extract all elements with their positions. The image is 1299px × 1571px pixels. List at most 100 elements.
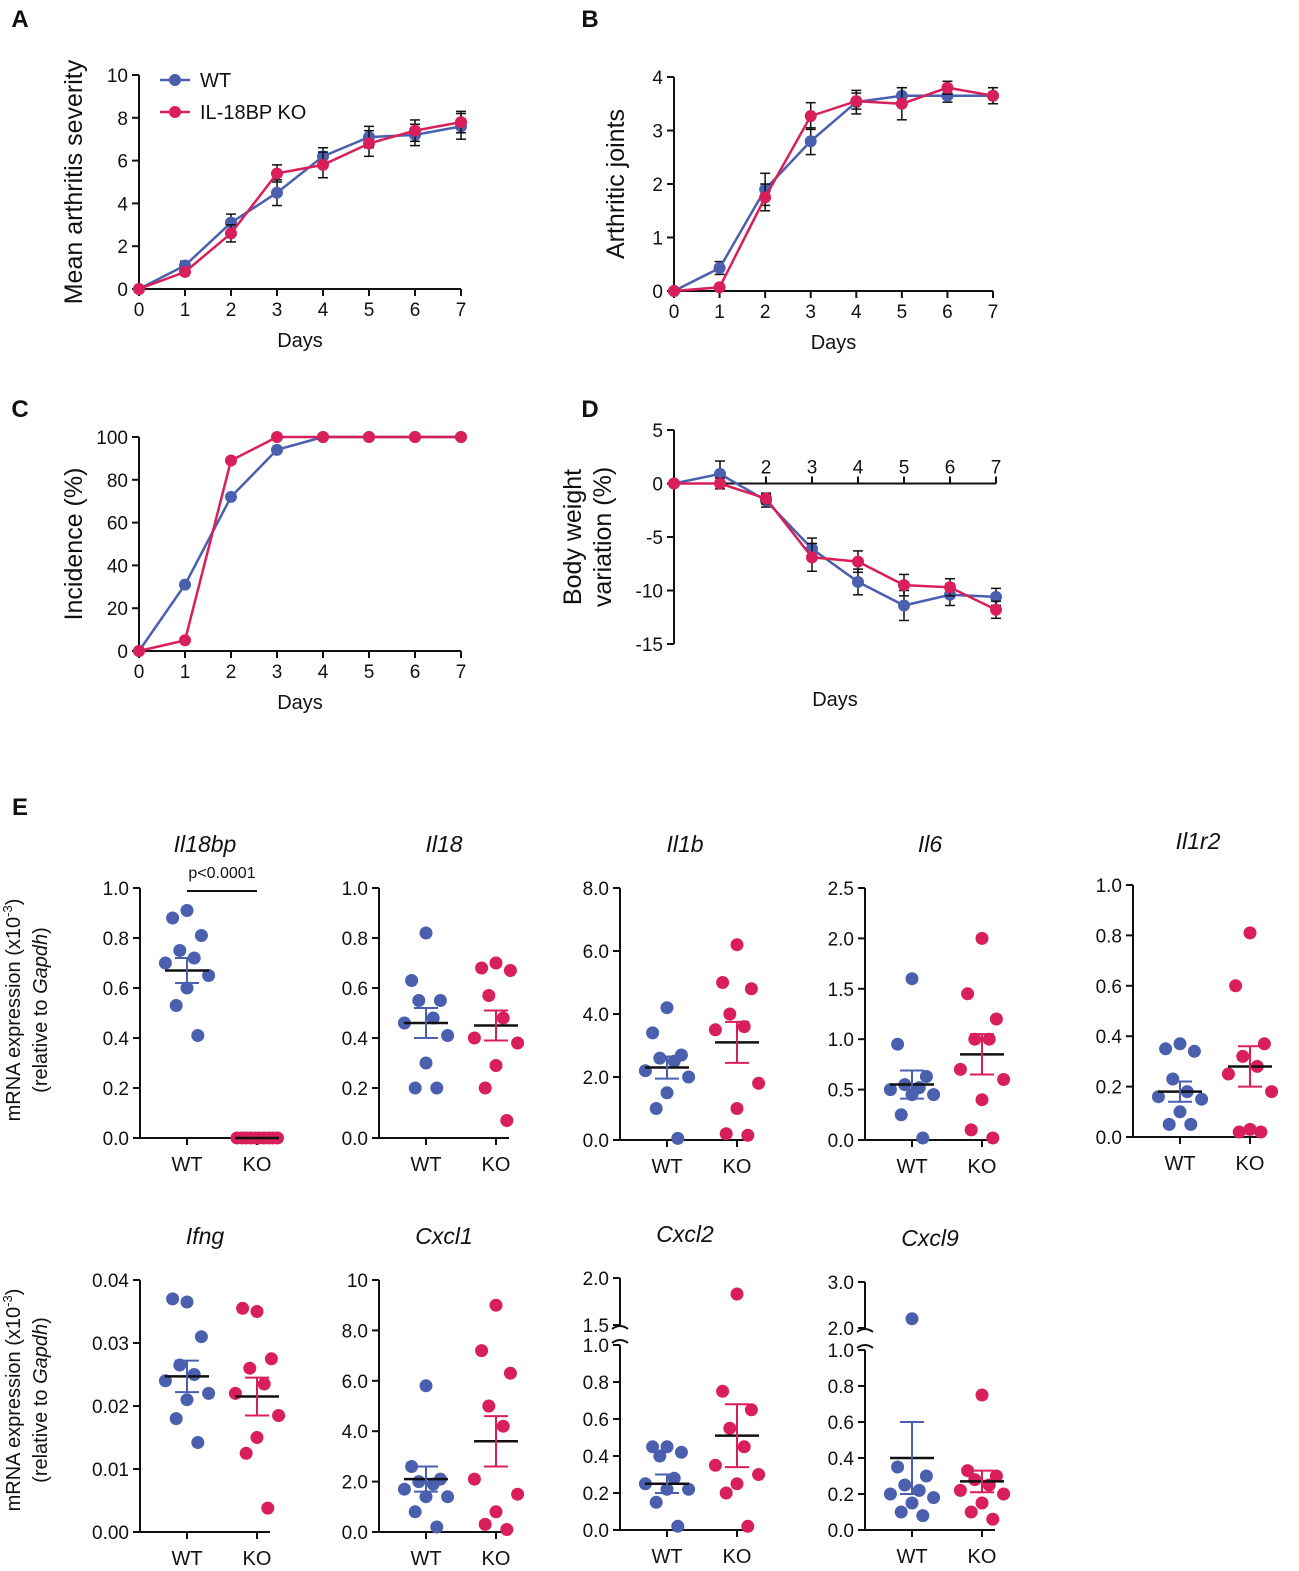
data-point	[898, 1478, 912, 1492]
category-label-wt: WT	[410, 1548, 441, 1570]
y-tick-label: 100	[96, 428, 128, 449]
category-label-ko: KO	[243, 1154, 272, 1176]
data-point	[667, 1054, 681, 1068]
data-point	[180, 1393, 194, 1407]
series-ko	[708, 1287, 766, 1533]
data-point	[708, 1458, 722, 1472]
series-ko	[668, 80, 999, 297]
data-point	[264, 1352, 278, 1366]
category-label-ko: KO	[723, 1156, 752, 1178]
data-point	[179, 265, 191, 278]
data-point	[169, 999, 183, 1012]
data-point	[271, 443, 283, 456]
data-point	[158, 956, 172, 970]
data-point	[660, 1440, 674, 1454]
data-point	[180, 1295, 194, 1309]
category-label-ko: KO	[243, 1548, 272, 1570]
chart-panel-c: 0 20 40 60 80 100 0 1 2 3 4 5 6 7 Days Incidence (%)	[60, 428, 467, 714]
y-tick-label: 2.0	[583, 1068, 609, 1089]
category-label-ko: KO	[1236, 1153, 1265, 1175]
x-tick-label: 0	[134, 300, 145, 321]
series-ko	[133, 431, 467, 657]
data-point	[478, 1081, 492, 1095]
y-tick-label: 2	[117, 237, 128, 258]
data-point	[723, 1421, 737, 1435]
legend-swatch-dot	[169, 74, 181, 86]
data-point	[964, 1505, 978, 1519]
x-tick-label: 5	[899, 458, 910, 479]
panel-label-e: E	[12, 794, 28, 821]
y-axis-label: Arthritic joints	[602, 109, 630, 259]
data-point	[180, 981, 194, 995]
y-tick-label: -5	[646, 528, 663, 549]
y-tick-label: 2	[652, 175, 663, 196]
y-tick-label: 20	[107, 599, 128, 620]
series-wt	[133, 431, 467, 657]
y-tick-label: 0	[117, 280, 128, 301]
y-tick-label: 10	[107, 66, 128, 87]
category-label-wt: WT	[171, 1548, 202, 1570]
y-tick-label: 0	[652, 282, 663, 303]
data-point	[1221, 1067, 1235, 1081]
data-point	[961, 1464, 975, 1478]
y-tick-label: 5	[652, 421, 663, 442]
data-point	[671, 1519, 685, 1533]
y-tick-label: 1.0	[1096, 876, 1122, 897]
series-line	[137, 435, 461, 652]
data-point	[441, 1029, 455, 1042]
data-point	[716, 1384, 730, 1398]
data-point	[671, 1131, 685, 1145]
data-point	[894, 1505, 908, 1519]
x-tick-label: 5	[897, 302, 908, 323]
data-point	[649, 1495, 663, 1509]
category-label-ko: KO	[482, 1154, 511, 1176]
data-point	[744, 982, 758, 996]
legend-label: IL-18BP KO	[200, 102, 306, 124]
data-point	[194, 1330, 208, 1344]
series-wt	[883, 1312, 941, 1523]
x-tick-label: 0	[669, 302, 680, 323]
y-tick-label: 0.6	[583, 1410, 609, 1431]
data-point	[968, 1032, 982, 1046]
data-point	[682, 1482, 696, 1496]
data-point	[716, 976, 730, 989]
data-point	[682, 1070, 696, 1084]
data-point	[180, 904, 194, 917]
data-point	[730, 1102, 744, 1115]
data-point	[430, 1520, 444, 1534]
gene-title: Ifng	[186, 1223, 225, 1249]
data-point	[668, 477, 680, 490]
y-tick-label: 4.0	[342, 1422, 368, 1443]
data-point	[714, 477, 726, 490]
data-point	[166, 1292, 180, 1306]
data-point	[202, 1386, 216, 1400]
y-tick-label: 1.0	[342, 879, 368, 900]
data-point	[1162, 1117, 1176, 1131]
y-tick-label: 0.0	[828, 1521, 854, 1542]
x-tick-label: 4	[318, 300, 329, 321]
data-point	[433, 994, 447, 1007]
data-point	[660, 1086, 674, 1100]
x-tick-label: 7	[456, 300, 467, 321]
data-point	[968, 1473, 982, 1487]
x-tick-label: 2	[226, 300, 237, 321]
data-point	[467, 1031, 481, 1045]
series-line	[138, 120, 462, 291]
y-tick-label: 1.0	[828, 1030, 854, 1051]
x-tick-label: 7	[991, 458, 1002, 479]
data-point	[1265, 1085, 1279, 1099]
data-point	[455, 431, 467, 443]
panel-label-d: D	[581, 396, 598, 423]
chart-panel-e-cxcl1: 0.0 2.0 4.0 6.0 8.0 10 Cxcl1 WT KO	[342, 1223, 525, 1570]
data-point	[760, 492, 772, 505]
gene-title: Cxcl1	[415, 1223, 473, 1249]
data-point	[179, 634, 191, 647]
category-label-ko: KO	[482, 1548, 511, 1570]
data-point	[250, 1305, 264, 1318]
series-ko	[467, 1298, 525, 1536]
y-tick-label: 1.5	[583, 1316, 609, 1337]
data-point	[668, 285, 680, 297]
y-tick-label: 0.2	[342, 1079, 368, 1100]
y-tick-label: 1.5	[828, 980, 854, 1001]
data-point	[225, 454, 237, 467]
